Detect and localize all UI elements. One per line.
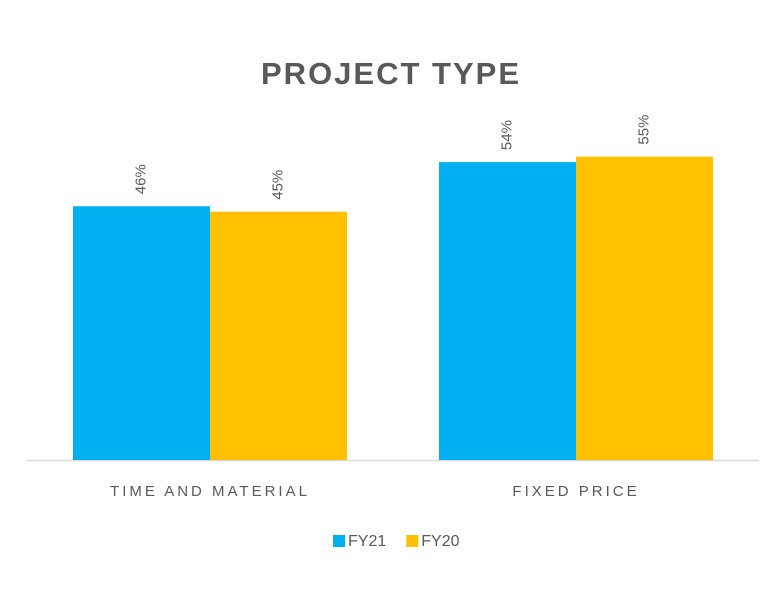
data-label: 54% xyxy=(498,120,515,150)
x-tick-label: TIME AND MATERIAL xyxy=(110,483,310,500)
bar xyxy=(210,211,347,460)
x-tick-label: FIXED PRICE xyxy=(512,483,639,500)
bar xyxy=(576,156,713,461)
data-label: 45% xyxy=(269,170,286,200)
chart-title: PROJECT TYPE xyxy=(261,56,521,91)
legend-label: FY21 xyxy=(348,533,386,550)
data-label: 55% xyxy=(635,115,652,145)
legend-swatch xyxy=(333,535,345,547)
bar xyxy=(73,206,210,460)
legend-swatch xyxy=(406,535,419,547)
data-label: 46% xyxy=(132,164,149,194)
bar xyxy=(439,162,576,460)
legend-label: FY20 xyxy=(421,533,459,550)
